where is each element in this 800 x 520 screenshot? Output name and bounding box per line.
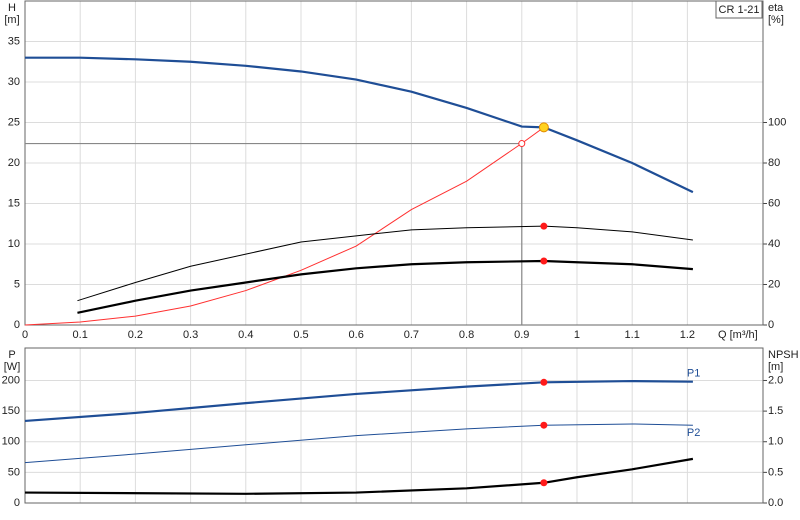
y-tick-label: 35 bbox=[8, 35, 20, 47]
y2-axis-name: eta bbox=[768, 2, 784, 14]
badge-box bbox=[715, 0, 763, 19]
y2-tick-label: 1.0 bbox=[768, 436, 783, 448]
badge: CR 1-21 bbox=[719, 4, 760, 16]
y2-axis-name: NPSH bbox=[768, 349, 799, 361]
y2-tick-label: 40 bbox=[768, 238, 780, 250]
y-axis-name: H bbox=[8, 2, 16, 14]
x-tick-label: 0 bbox=[22, 329, 28, 341]
y2-tick-label: 60 bbox=[768, 197, 780, 209]
operating-point bbox=[540, 479, 548, 487]
y-tick-label: 150 bbox=[2, 405, 20, 417]
y2-tick-label: 20 bbox=[768, 278, 780, 290]
y2-tick-label: 0.5 bbox=[768, 466, 783, 478]
x-tick-label: 0.2 bbox=[128, 329, 143, 341]
curve bbox=[24, 457, 694, 495]
x-tick-label: 0.4 bbox=[238, 329, 253, 341]
x-tick-label: 0.1 bbox=[73, 329, 88, 341]
y-axis-unit: [W] bbox=[4, 361, 21, 373]
y-tick-label: 30 bbox=[8, 76, 20, 88]
y-tick-label: 10 bbox=[8, 238, 20, 250]
y-tick-label: 20 bbox=[8, 157, 20, 169]
x-tick-label: 1 bbox=[574, 329, 580, 341]
x-axis-label: Q [m³/h] bbox=[718, 329, 758, 341]
plot-frame bbox=[24, 347, 764, 504]
y-axis-name: P bbox=[8, 349, 15, 361]
duty-point bbox=[518, 140, 526, 148]
curve bbox=[25, 56, 694, 194]
y-axis-unit: [m] bbox=[4, 14, 19, 26]
y2-axis-unit: [m] bbox=[768, 361, 783, 373]
y-tick-label: 100 bbox=[2, 436, 20, 448]
x-tick-label: 0.8 bbox=[459, 329, 474, 341]
curve bbox=[24, 423, 693, 464]
y2-tick-label: 80 bbox=[768, 157, 780, 169]
y-tick-label: 0 bbox=[14, 497, 20, 509]
y-tick-label: 0 bbox=[14, 319, 20, 331]
plot-frame bbox=[24, 0, 764, 326]
x-tick-label: 0.5 bbox=[293, 329, 308, 341]
operating-point bbox=[540, 222, 548, 230]
operating-point bbox=[540, 378, 548, 386]
curve-label: P2 bbox=[687, 427, 700, 439]
y-tick-label: 15 bbox=[8, 197, 20, 209]
curve bbox=[24, 126, 545, 326]
y2-tick-label: 1.5 bbox=[768, 405, 783, 417]
curve bbox=[77, 259, 693, 314]
x-tick-label: 1.1 bbox=[625, 329, 640, 341]
operating-point bbox=[538, 122, 549, 133]
x-tick-label: 0.6 bbox=[349, 329, 364, 341]
y-tick-label: 50 bbox=[8, 466, 20, 478]
curve bbox=[24, 379, 693, 423]
operating-point bbox=[540, 257, 548, 265]
y-tick-label: 5 bbox=[14, 278, 20, 290]
y-tick-label: 200 bbox=[2, 374, 20, 386]
x-tick-label: 0.3 bbox=[183, 329, 198, 341]
x-tick-label: 1.2 bbox=[680, 329, 695, 341]
y2-tick-label: 2.0 bbox=[768, 374, 783, 386]
x-tick-label: 0.7 bbox=[404, 329, 419, 341]
operating-point bbox=[540, 421, 548, 429]
y2-tick-label: 0 bbox=[768, 319, 774, 331]
y2-tick-label: 0.0 bbox=[768, 497, 783, 509]
curve-label: P1 bbox=[687, 368, 700, 380]
y2-tick-label: 100 bbox=[768, 116, 786, 128]
y2-axis-unit: [%] bbox=[768, 14, 784, 26]
curve bbox=[77, 225, 693, 302]
y-tick-label: 25 bbox=[8, 116, 20, 128]
x-tick-label: 0.9 bbox=[514, 329, 529, 341]
